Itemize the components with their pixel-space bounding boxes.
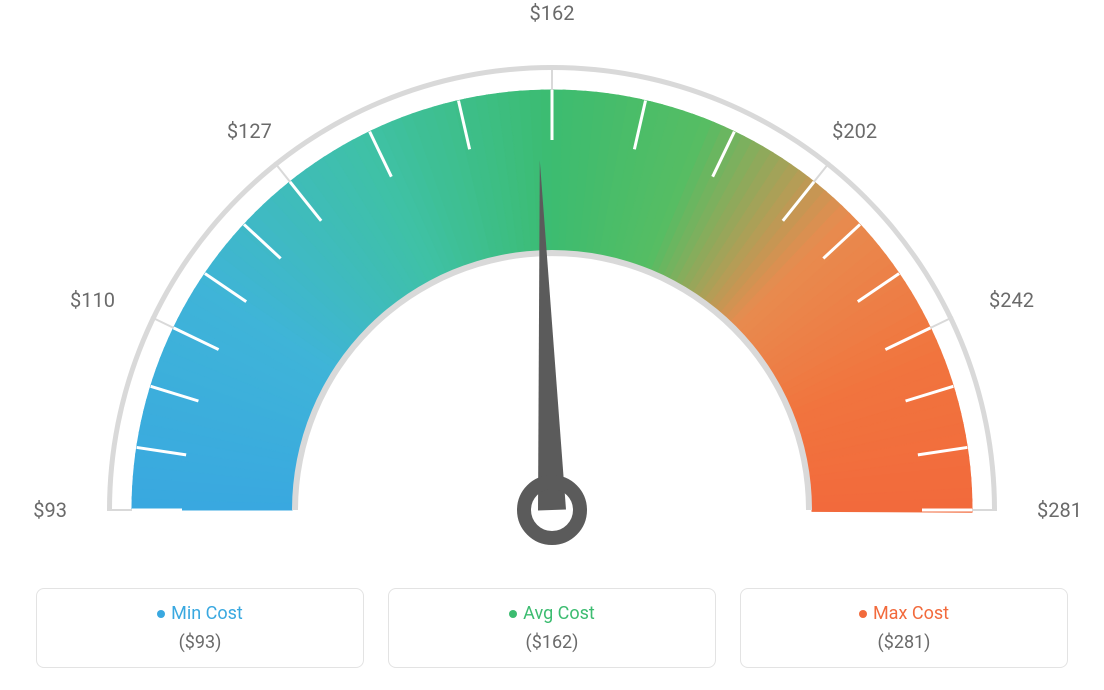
major-tick-outer [814, 162, 830, 182]
legend-card: Max Cost ($281) [740, 588, 1068, 668]
legend-row: Min Cost ($93) Avg Cost ($162) Max Cost ($281… [0, 588, 1104, 668]
legend-title: Avg Cost [399, 603, 705, 624]
legend-card: Avg Cost ($162) [388, 588, 716, 668]
tick-label: $281 [1037, 498, 1082, 522]
tick-label: $242 [989, 288, 1034, 312]
legend-dot [509, 610, 517, 618]
tick-label: $93 [33, 498, 67, 522]
tick-label: $127 [227, 119, 272, 143]
legend-title-text: Min Cost [171, 603, 243, 624]
gauge-svg [0, 0, 1104, 560]
tick-label: $110 [70, 288, 115, 312]
legend-dot [157, 610, 165, 618]
major-tick-outer [930, 317, 953, 328]
legend-title-text: Max Cost [873, 603, 949, 624]
legend-dot [859, 610, 867, 618]
legend-title: Min Cost [47, 603, 353, 624]
legend-value: ($93) [47, 632, 353, 653]
legend-value: ($281) [751, 632, 1057, 653]
legend-title-text: Avg Cost [523, 603, 595, 624]
legend-value: ($162) [399, 632, 705, 653]
legend-card: Min Cost ($93) [36, 588, 364, 668]
legend-title: Max Cost [751, 603, 1057, 624]
tick-label: $202 [832, 119, 877, 143]
major-tick-outer [151, 317, 174, 328]
tick-label: $162 [530, 1, 575, 25]
major-tick-outer [274, 162, 290, 182]
gauge-chart: $93 $110 $127 $162 $202 $242 $281 [0, 0, 1104, 560]
